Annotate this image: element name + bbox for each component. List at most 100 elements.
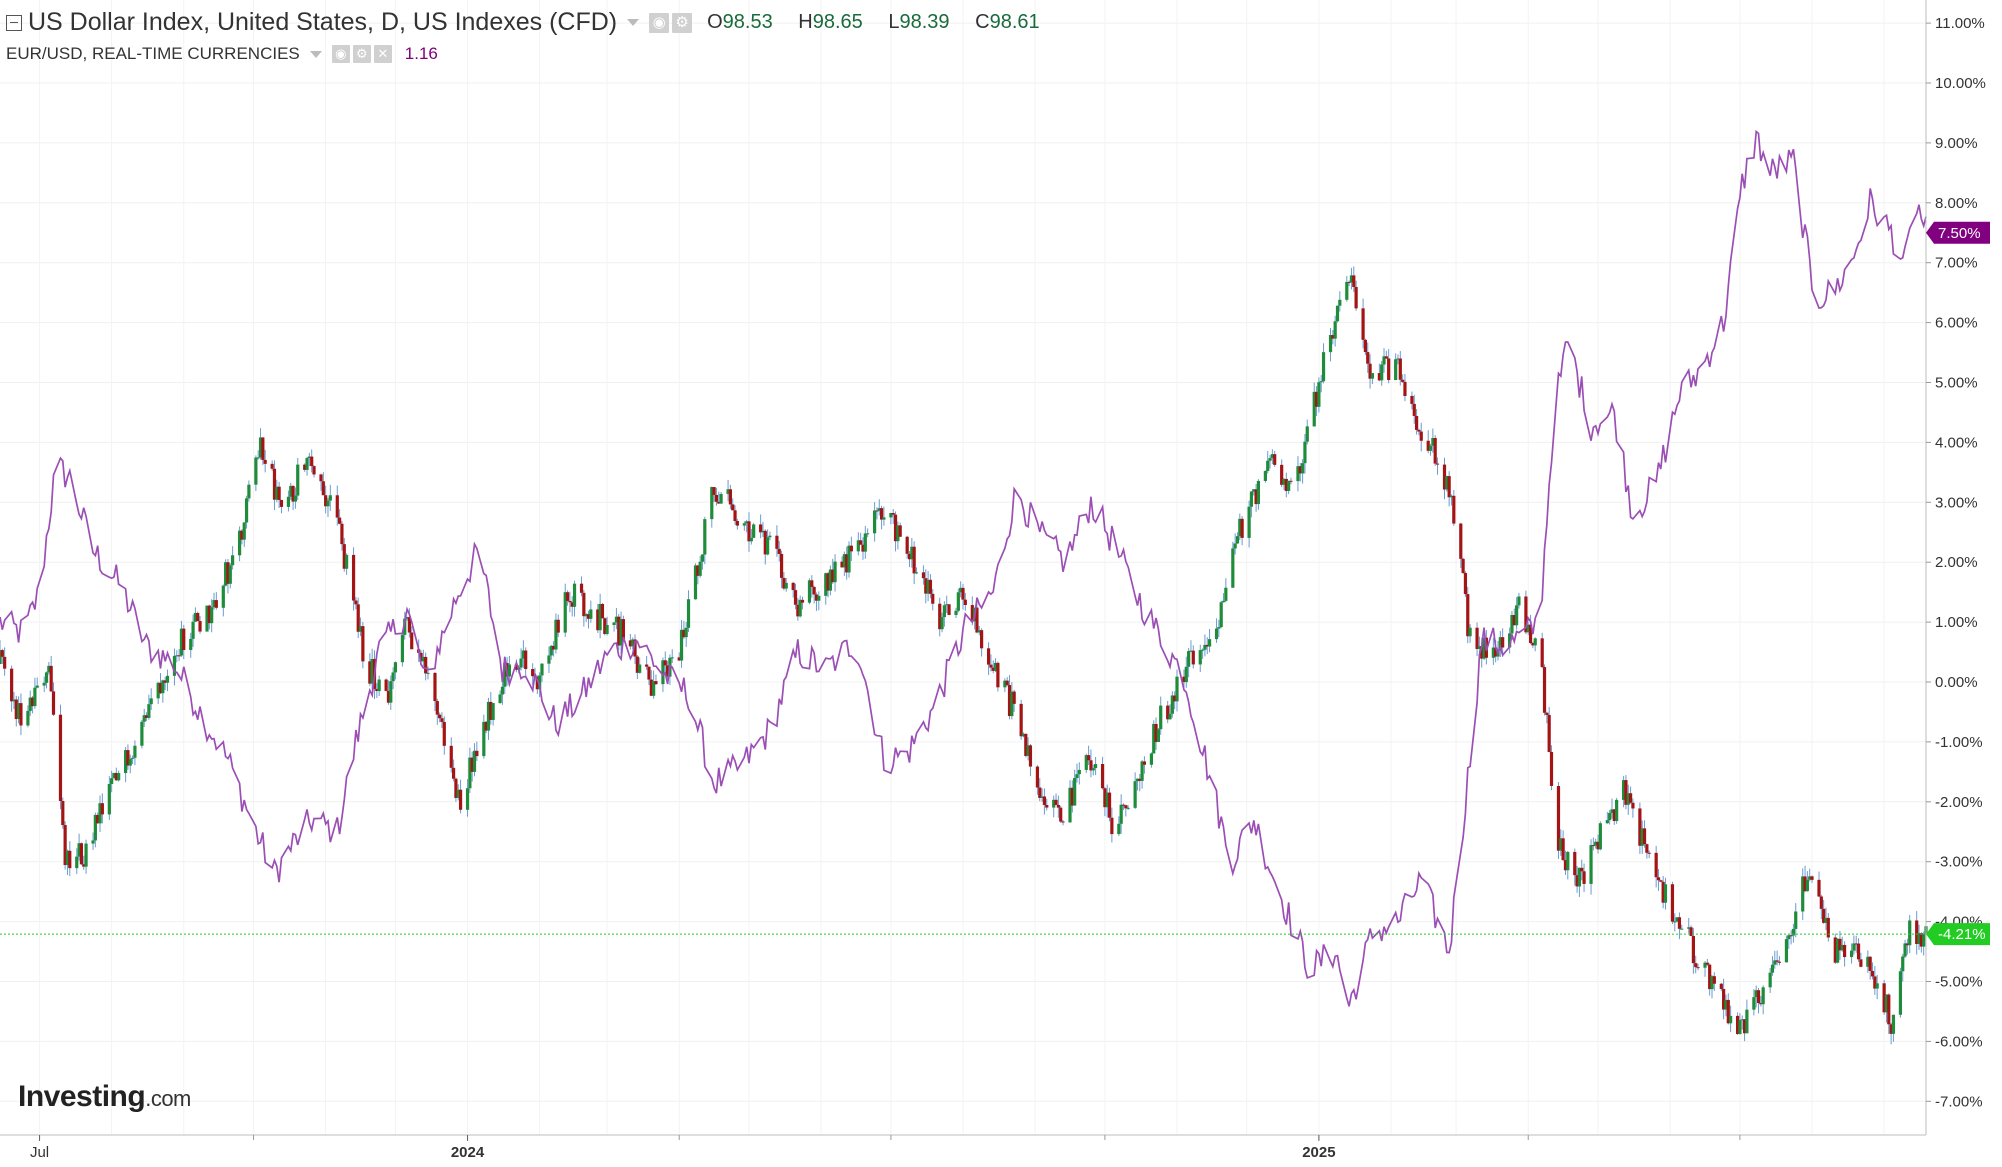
gear-icon[interactable]: ⚙ (672, 12, 693, 33)
candle-body (1347, 281, 1351, 283)
candle-body (107, 784, 111, 815)
candle-body (945, 604, 949, 606)
candle-body (424, 656, 428, 674)
candle-body (247, 484, 251, 499)
candle-body (1696, 967, 1700, 969)
y-tick-label: -5.00% (1935, 974, 1983, 991)
candle-body (1403, 381, 1407, 397)
candle-body (438, 714, 442, 719)
candle-body (1468, 627, 1472, 637)
candle-body (652, 681, 656, 696)
y-tick-label: 7.00% (1935, 255, 1978, 272)
candle-body (993, 662, 998, 671)
candle-body (221, 585, 225, 608)
investing-logo[interactable]: Investing.com (18, 1080, 191, 1114)
ohlc-values: O98.53 H98.65 L98.39 C98.61 (707, 11, 1060, 34)
candle-body (635, 656, 639, 673)
candle-body (475, 750, 479, 757)
candle-body (614, 616, 619, 623)
chevron-down-icon[interactable] (309, 50, 322, 58)
candle-body (645, 664, 649, 667)
collapse-icon[interactable] (6, 14, 22, 31)
candle-body (745, 521, 749, 524)
candle-body (679, 629, 684, 661)
candle-body (980, 630, 984, 649)
logo-text: Investing (18, 1080, 146, 1113)
candle-body (10, 668, 14, 702)
candle-body (1005, 680, 1009, 686)
candle-body (719, 493, 723, 504)
candle-body (1331, 335, 1335, 339)
candle-body (1121, 804, 1126, 806)
candle-body (963, 599, 967, 606)
candle-body (1612, 809, 1616, 822)
gear-icon[interactable]: ⚙ (352, 45, 371, 63)
close-icon[interactable]: ✕ (373, 45, 392, 63)
ohlc-close-key: C (975, 11, 990, 33)
candle-body (14, 699, 18, 720)
candle-body (1273, 454, 1277, 465)
candle-body (1573, 851, 1577, 876)
candle-body (1238, 518, 1242, 537)
candle-body (1891, 1014, 1896, 1034)
candle-body (1287, 480, 1291, 491)
candle-body (1368, 363, 1372, 379)
candle-body (486, 701, 491, 731)
candle-body (63, 825, 67, 866)
chevron-down-icon[interactable] (627, 19, 640, 26)
candle-body (535, 676, 539, 690)
candle-body (1447, 476, 1451, 498)
candle-body (117, 773, 121, 781)
candle-body (1556, 785, 1561, 851)
candle-body (303, 464, 307, 470)
candle-body (1852, 943, 1856, 951)
candle-body (403, 618, 407, 635)
candle-body (407, 617, 411, 633)
candle-body (938, 603, 942, 630)
candle-body (1052, 799, 1056, 808)
candle-body (163, 680, 167, 683)
candle-body (465, 788, 470, 810)
candle-body (344, 554, 349, 569)
candle-body (356, 604, 360, 632)
candle-body (237, 530, 242, 556)
candle-body (826, 573, 830, 591)
eye-icon[interactable]: ◉ (331, 45, 350, 63)
candle-body (1156, 729, 1160, 742)
candle-body (1333, 321, 1337, 339)
candle-body (866, 533, 870, 535)
ohlc-low-key: L (888, 11, 900, 33)
candle-body (905, 536, 909, 554)
candle-body (1694, 963, 1698, 968)
candle-body (1738, 1020, 1742, 1034)
candle-body (863, 533, 867, 552)
candle-body (79, 843, 84, 865)
candle-body (84, 843, 88, 867)
candle-body (244, 498, 249, 523)
candle-body (877, 508, 881, 511)
y-tick-label: -6.00% (1935, 1033, 1983, 1050)
candle-body (1003, 680, 1007, 688)
candle-body (1677, 917, 1682, 929)
candle-body (1663, 884, 1668, 903)
candle-body (498, 694, 502, 704)
candle-body (1905, 943, 1909, 946)
candle-body (1068, 787, 1072, 823)
candle-body (19, 703, 23, 726)
candle-body (440, 718, 444, 722)
candle-body (1887, 994, 1891, 1025)
candle-body (763, 530, 767, 555)
candle-body (700, 554, 705, 562)
candle-body (319, 474, 323, 482)
candle-body (549, 645, 553, 656)
candle-body (1626, 793, 1630, 805)
candle-body (1419, 431, 1423, 441)
eye-icon[interactable]: ◉ (649, 12, 670, 33)
candle-body (1091, 768, 1095, 771)
candle-body (93, 814, 97, 841)
candle-body (226, 562, 230, 584)
candle-body (749, 537, 753, 542)
candle-body (717, 501, 721, 504)
candle-body (1184, 666, 1188, 683)
candle-body (1533, 638, 1537, 646)
